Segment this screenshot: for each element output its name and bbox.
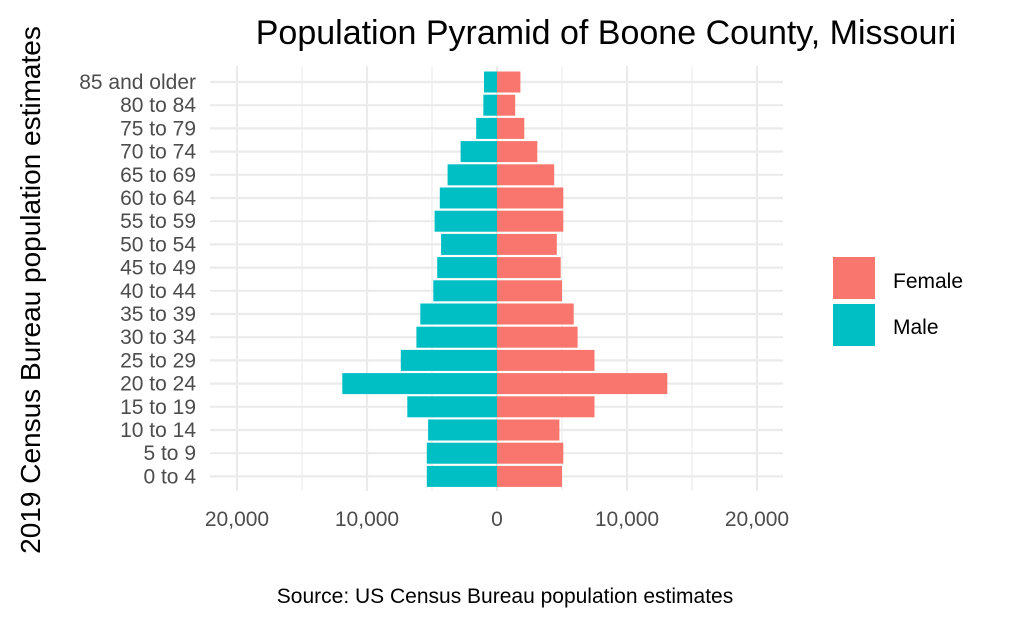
x-tick-label: 20,000 <box>725 508 789 531</box>
bar-male <box>447 164 497 186</box>
y-tick-label: 40 to 44 <box>120 280 196 303</box>
y-tick-label: 20 to 24 <box>120 373 196 396</box>
legend-label-female: Female <box>893 270 963 293</box>
y-tick-label: 50 to 54 <box>120 233 196 256</box>
bar-male <box>476 117 497 139</box>
legend: Female Male <box>833 257 963 346</box>
bar-male <box>407 396 497 418</box>
x-axis-ticks: 20,000 10,000 0 10,000 20,000 <box>205 508 789 531</box>
x-tick-label: 10,000 <box>595 508 659 531</box>
bar-female <box>497 94 516 116</box>
bar-female <box>497 280 562 302</box>
y-tick-label: 25 to 29 <box>120 349 196 372</box>
legend-label-male: Male <box>893 316 939 339</box>
bar-female <box>497 465 562 487</box>
bar-female <box>497 326 578 348</box>
bar-male <box>426 442 497 464</box>
bar-male <box>437 257 497 279</box>
bar-male <box>420 303 497 325</box>
bar-female <box>497 117 525 139</box>
y-tick-label: 60 to 64 <box>120 187 196 210</box>
x-tick-label: 0 <box>491 508 503 531</box>
bar-male <box>342 373 497 395</box>
bar-female <box>497 210 564 232</box>
bar-female <box>497 187 564 209</box>
bar-male <box>400 349 497 371</box>
bar-female <box>497 442 564 464</box>
bar-male <box>433 280 497 302</box>
bar-male <box>483 94 497 116</box>
y-tick-label: 10 to 14 <box>120 419 196 442</box>
y-tick-label: 75 to 79 <box>120 117 196 140</box>
y-tick-label: 65 to 69 <box>120 164 196 187</box>
bar-female <box>497 257 561 279</box>
chart-caption: Source: US Census Bureau population esti… <box>277 585 733 608</box>
bars <box>342 71 668 487</box>
y-tick-label: 55 to 59 <box>120 210 196 233</box>
bar-male <box>460 141 497 163</box>
bar-female <box>497 373 668 395</box>
chart-title: Population Pyramid of Boone County, Miss… <box>256 14 957 52</box>
y-tick-label: 35 to 39 <box>120 303 196 326</box>
x-tick-label: 20,000 <box>205 508 269 531</box>
bar-male <box>428 419 497 441</box>
y-tick-label: 5 to 9 <box>143 442 196 465</box>
bar-male <box>484 71 497 93</box>
y-tick-label: 45 to 49 <box>120 257 196 280</box>
bar-female <box>497 396 595 418</box>
x-tick-label: 10,000 <box>335 508 399 531</box>
bar-male <box>426 465 497 487</box>
bar-male <box>441 233 497 255</box>
y-tick-label: 80 to 84 <box>120 94 196 117</box>
bar-female <box>497 349 595 371</box>
bar-female <box>497 141 538 163</box>
y-tick-label: 85 and older <box>79 71 196 94</box>
bar-female <box>497 71 521 93</box>
bar-male <box>416 326 497 348</box>
bar-male <box>439 187 497 209</box>
bar-female <box>497 164 555 186</box>
y-tick-label: 0 to 4 <box>143 465 196 488</box>
bar-male <box>434 210 497 232</box>
bar-female <box>497 303 574 325</box>
legend-key-male <box>833 304 875 346</box>
bar-female <box>497 233 557 255</box>
y-tick-label: 15 to 19 <box>120 396 196 419</box>
y-axis-label: 2019 Census Bureau population estimates <box>15 26 46 554</box>
bar-female <box>497 419 560 441</box>
y-tick-label: 70 to 74 <box>120 141 196 164</box>
legend-key-female <box>833 257 875 299</box>
y-tick-label: 30 to 34 <box>120 326 196 349</box>
